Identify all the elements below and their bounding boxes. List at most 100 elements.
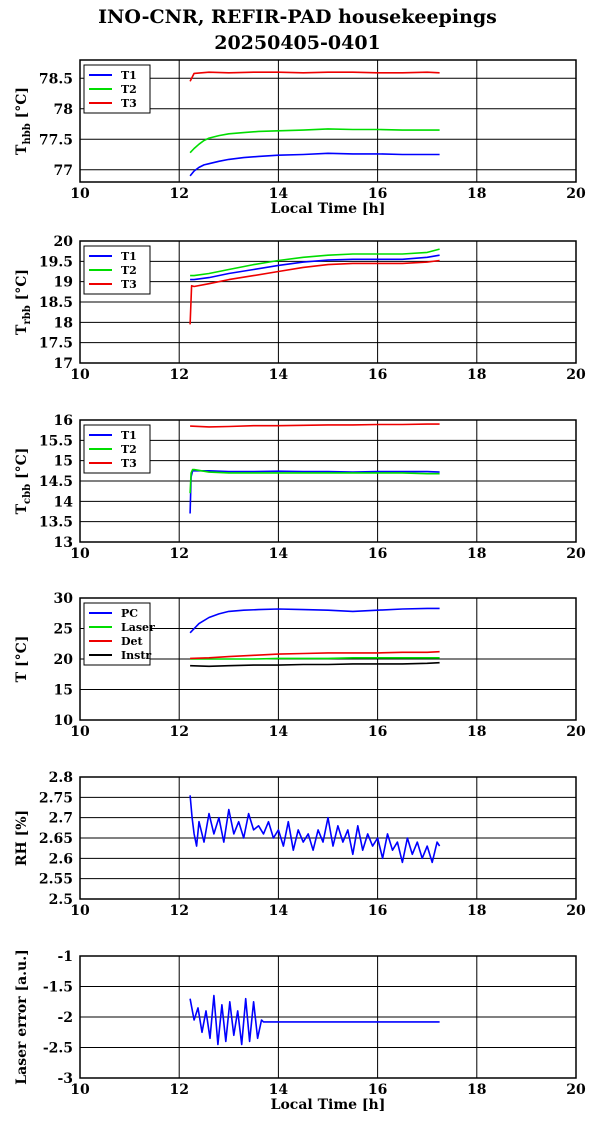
chart-cbb-ytick-label: 15.5 — [39, 433, 73, 449]
chart-laser-xtick-label: 14 — [269, 1082, 289, 1098]
chart-hbb-series-t2 — [189, 128, 440, 154]
chart-temps-ytick-label: 15 — [54, 683, 73, 699]
chart-hbb-xtick-label: 10 — [70, 186, 90, 202]
chart-rh-ytick-label: 2.6 — [49, 851, 73, 867]
chart-hbb-series-t1 — [189, 152, 440, 177]
chart-rh-ytick-label: 2.75 — [39, 790, 73, 806]
chart-temps-ytick-label: 20 — [54, 652, 74, 668]
chart-rbb: 10 12 14 16 18 20 17 17.5 18 18.5 19 19.5 20 Trbb [°C… — [14, 234, 586, 383]
chart-temps-ylabel: T [°C] — [14, 636, 30, 683]
chart-temps-series-laser — [190, 656, 440, 660]
chart-laser-ytick-label: -2.5 — [43, 1041, 73, 1057]
chart-rh-ytick-label: 2.55 — [39, 872, 73, 888]
chart-rbb-legend-label-t1: T1 — [121, 250, 137, 263]
chart-hbb-ytick-label: 77 — [54, 163, 73, 179]
chart-temps-xtick-label: 12 — [169, 724, 188, 740]
chart-rbb-series-t2 — [190, 248, 440, 277]
chart-hbb-xtick-label: 14 — [269, 186, 289, 202]
chart-cbb: 10 12 14 16 18 20 13 13.5 14 14.5 15 15.5 16 Tcbb [°C… — [14, 413, 586, 562]
chart-cbb-series-t2 — [189, 468, 440, 494]
chart-laser-xtick-label: 16 — [368, 1082, 387, 1098]
chart-hbb-frame — [79, 59, 577, 183]
chart-rbb-frame — [79, 240, 577, 364]
chart-cbb-ylabel: Tcbb [°C] — [14, 448, 33, 515]
chart-rbb-ytick-label: 19 — [54, 275, 73, 291]
chart-hbb-ytick-label: 78 — [54, 102, 73, 118]
chart-rbb-ylabel: Trbb [°C] — [14, 269, 33, 335]
chart-rbb-ytick-label: 18 — [54, 315, 73, 331]
chart-rbb-legend-label-t3: T3 — [121, 278, 137, 291]
chart-temps-series-pc — [189, 607, 440, 634]
chart-cbb-xtick-label: 12 — [169, 546, 188, 562]
chart-temps-series-det — [190, 650, 440, 660]
chart-laser-ytick-label: -1 — [57, 949, 73, 965]
chart-hbb-legend-label-t3: T3 — [121, 97, 137, 110]
chart-hbb-legend-label-t1: T1 — [121, 69, 137, 82]
chart-cbb-ytick-label: 13.5 — [39, 515, 73, 531]
chart-temps-xtick-label: 16 — [368, 724, 387, 740]
chart-temps-ytick-label: 25 — [54, 622, 73, 638]
chart-laser-xtick-label: 10 — [70, 1082, 90, 1098]
chart-rbb-xtick-label: 14 — [269, 367, 289, 383]
chart-rh-frame — [79, 776, 577, 900]
chart-rh-ylabel: RH [%] — [14, 810, 30, 866]
chart-rh-xtick-label: 20 — [566, 903, 586, 919]
chart-rbb-legend-label-t2: T2 — [121, 264, 137, 277]
chart-rh: 10 12 14 16 18 20 2.5 2.55 2.6 2.65 2.7 2.75 2.8 RH [… — [14, 770, 586, 919]
chart-temps-xtick-label: 20 — [566, 724, 586, 740]
chart-rh-series-0 — [189, 795, 441, 864]
chart-rh-xtick-label: 18 — [467, 903, 486, 919]
chart-temps-legend-label-pc: PC — [121, 607, 138, 620]
chart-rh-ytick-label: 2.8 — [49, 770, 73, 786]
chart-rh-ytick-label: 2.5 — [49, 892, 73, 908]
chart-cbb-legend-label-t2: T2 — [121, 443, 137, 456]
chart-cbb-ytick-label: 13 — [54, 535, 73, 551]
chart-temps-xtick-label: 14 — [269, 724, 289, 740]
chart-hbb: 10 12 14 16 18 20 77 77.5 78 78.5 Local Time [h] Th… — [14, 59, 586, 217]
chart-temps-ytick-label: 30 — [54, 591, 74, 607]
chart-hbb-xtick-label: 12 — [169, 186, 188, 202]
chart-cbb-ytick-label: 16 — [54, 413, 73, 429]
chart-rbb-xtick-label: 20 — [566, 367, 586, 383]
chart-cbb-xtick-label: 20 — [566, 546, 586, 562]
chart-rbb-xtick-label: 18 — [467, 367, 486, 383]
chart-cbb-legend-label-t3: T3 — [121, 457, 137, 470]
chart-cbb-series-t1 — [189, 469, 440, 514]
chart-hbb-ylabel: Thbb [°C] — [14, 87, 33, 155]
chart-rbb-xtick-label: 10 — [70, 367, 90, 383]
chart-cbb-xtick-label: 18 — [467, 546, 486, 562]
chart-rh-ytick-label: 2.7 — [49, 811, 73, 827]
chart-rh-xtick-label: 10 — [70, 903, 90, 919]
chart-hbb-xtick-label: 20 — [566, 186, 586, 202]
chart-laser-xlabel: Local Time [h] — [271, 1097, 386, 1113]
chart-cbb-xtick-label: 16 — [368, 546, 387, 562]
chart-temps-ytick-label: 10 — [54, 713, 74, 729]
chart-temps: 10 12 14 16 18 20 10 15 20 25 30 T [°C] PCLaserDetIn… — [14, 591, 586, 740]
chart-rbb-ytick-label: 19.5 — [39, 254, 73, 270]
chart-rbb-ytick-label: 20 — [54, 234, 74, 250]
figure-title-line2: 20250405-0401 — [214, 32, 381, 54]
chart-cbb-ytick-label: 15 — [54, 454, 73, 470]
chart-rh-xtick-label: 16 — [368, 903, 387, 919]
chart-temps-xtick-label: 18 — [467, 724, 486, 740]
chart-temps-xtick-label: 10 — [70, 724, 90, 740]
chart-hbb-ytick-label: 78.5 — [39, 71, 73, 87]
chart-laser-xtick-label: 18 — [467, 1082, 486, 1098]
chart-rh-ytick-label: 2.65 — [39, 831, 73, 847]
chart-laser-series-0 — [189, 994, 440, 1046]
chart-laser-xtick-label: 20 — [566, 1082, 586, 1098]
chart-hbb-legend-label-t2: T2 — [121, 83, 137, 96]
figure-title: INO-CNR, REFIR-PAD housekeepings 2025040… — [0, 4, 595, 56]
chart-rh-xtick-label: 12 — [169, 903, 188, 919]
chart-temps-frame — [79, 597, 577, 721]
chart-temps-series-instr — [190, 661, 440, 668]
chart-rbb-xtick-label: 12 — [169, 367, 188, 383]
chart-laser-ytick-label: -2 — [57, 1010, 73, 1026]
chart-laser-ytick-label: -3 — [57, 1071, 73, 1087]
chart-rbb-xtick-label: 16 — [368, 367, 387, 383]
chart-rbb-ytick-label: 18.5 — [39, 295, 73, 311]
chart-hbb-xlabel: Local Time [h] — [271, 201, 386, 217]
